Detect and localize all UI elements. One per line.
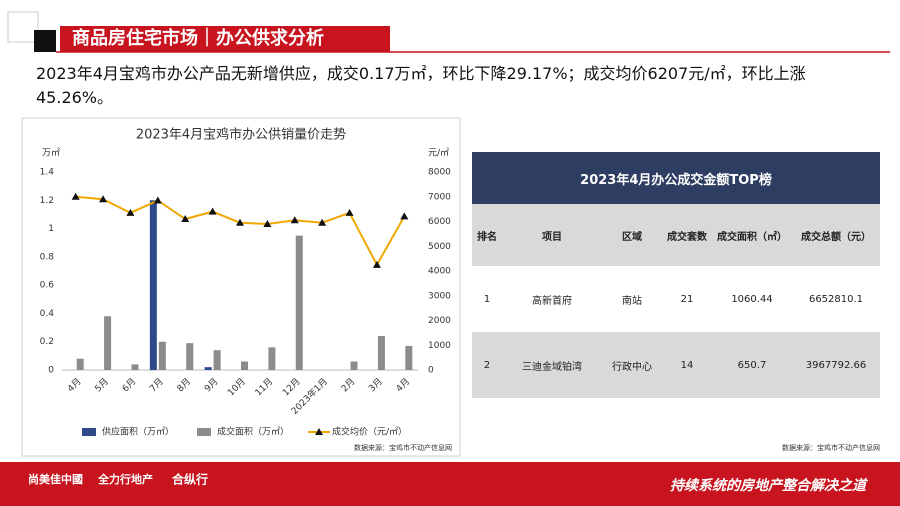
y2-tick-label: 0: [428, 366, 434, 376]
y2-tick-label: 7000: [428, 192, 451, 202]
bar: [204, 367, 212, 370]
y2-tick-label: 3000: [428, 291, 451, 301]
y-tick-label: 0.2: [40, 337, 54, 347]
top-table: 2023年4月办公成交金额TOP榜 排名 项目 区域 成交套数 成交面积（㎡） 成交总额（元…: [472, 152, 880, 398]
y-unit: 万㎡: [42, 148, 60, 159]
price-marker: [345, 208, 354, 216]
y-tick-label: 0.4: [40, 309, 55, 319]
y-tick-label: 1.2: [40, 196, 54, 206]
column-header: 区域: [602, 204, 662, 266]
legend-marker: [315, 428, 323, 435]
bar: [158, 341, 166, 370]
column-header: 成交面积（㎡）: [712, 204, 792, 266]
table-cell: 650.7: [712, 332, 792, 398]
table-cell: 行政中心: [602, 332, 662, 398]
table-row: 2 三迪金域铂湾 行政中心 14 650.7 3967792.66: [472, 332, 880, 398]
y2-tick-label: 5000: [428, 242, 451, 252]
bar: [405, 345, 413, 370]
table-cell: 1060.44: [712, 266, 792, 332]
bar: [76, 358, 84, 370]
summary: 2023年4月宝鸡市办公产品无新增供应，成交0.17万㎡，环比下降29.17%；…: [36, 64, 806, 107]
legend-swatch: [82, 428, 96, 436]
legend-swatch: [197, 428, 211, 436]
y2-unit: 元/㎡: [428, 148, 449, 159]
y-tick-label: 0.8: [40, 252, 55, 262]
title-bar: [60, 26, 390, 52]
table-header-row: 排名 项目 区域 成交套数 成交面积（㎡） 成交总额（元）: [472, 204, 880, 266]
table-cell: 高新首府: [502, 266, 602, 332]
table-cell: 14: [662, 332, 712, 398]
price-marker: [400, 212, 409, 220]
bar: [186, 343, 194, 370]
table-cell: 南站: [602, 266, 662, 332]
deco-square: [34, 30, 56, 52]
bar: [377, 336, 385, 370]
bar: [213, 350, 221, 370]
column-header: 成交总额（元）: [792, 204, 880, 266]
table-cell: 6652810.1: [792, 266, 880, 332]
column-header: 成交套数: [662, 204, 712, 266]
footer-band: [0, 462, 900, 506]
price-marker: [236, 218, 244, 226]
legend-label: 供应面积（万㎡）: [102, 426, 174, 438]
footer-slogan: 持续系统的房地产整合解决之道: [670, 477, 869, 494]
bar: [149, 200, 157, 370]
y2-tick-label: 6000: [428, 217, 451, 227]
bar: [131, 364, 139, 370]
bar: [295, 235, 303, 370]
bar: [268, 347, 276, 370]
table-source: 数据来源：宝鸡市不动产信息网: [782, 443, 880, 452]
table-cell: 21: [662, 266, 712, 332]
price-marker: [208, 207, 217, 215]
bar: [104, 316, 112, 370]
bar: [241, 361, 248, 370]
price-marker: [318, 218, 327, 226]
y2-tick-label: 4000: [428, 267, 451, 277]
bar: [350, 361, 358, 370]
price-marker: [181, 215, 190, 223]
column-header: 项目: [502, 204, 602, 266]
table-row: 1 高新首府 南站 21 1060.44 6652810.1: [472, 266, 880, 332]
chart-frame: [21, 117, 461, 457]
price-marker: [71, 192, 80, 200]
price-marker: [126, 208, 135, 216]
page-title: 商品房住宅市场｜办公供求分析: [72, 27, 324, 49]
y2-tick-label: 8000: [428, 168, 451, 178]
footer-logo: 全力行地产: [97, 472, 153, 486]
deco-box: [7, 11, 39, 43]
table-title: 2023年4月办公成交金额TOP榜: [472, 152, 880, 204]
table-cell: 1: [472, 266, 502, 332]
summary-box: 2023年4月宝鸡市办公产品无新增供应，成交0.17万㎡，环比下降29.17%；…: [36, 64, 806, 107]
price-marker: [372, 260, 381, 268]
price-marker: [290, 216, 299, 224]
table-cell: 2: [472, 332, 502, 398]
price-marker: [99, 195, 108, 203]
footer-logo: 合纵行: [172, 472, 208, 487]
table-cell: 3967792.66: [792, 332, 880, 398]
legend-label: 成交均价（元/㎡）: [332, 426, 407, 438]
footer-logo: 尚美佳中國: [28, 472, 83, 486]
column-header: 排名: [472, 204, 502, 266]
table-title-row: 2023年4月办公成交金额TOP榜: [472, 152, 880, 204]
chart-source: 数据来源：宝鸡市不动产信息网: [354, 443, 452, 452]
chart-title: 2023年4月宝鸡市办公供销量价走势: [136, 127, 346, 143]
price-marker: [263, 219, 272, 227]
price-marker: [153, 196, 162, 204]
legend-label: 成交面积（万㎡）: [217, 426, 289, 438]
y-tick-label: 0.6: [40, 281, 55, 291]
y-tick-label: 1: [48, 224, 54, 234]
y2-tick-label: 1000: [428, 341, 451, 351]
y2-tick-label: 2000: [428, 316, 451, 326]
y-tick-label: 1.4: [40, 168, 55, 178]
table-cell: 三迪金域铂湾: [502, 332, 602, 398]
y-tick-label: 0: [48, 366, 54, 376]
